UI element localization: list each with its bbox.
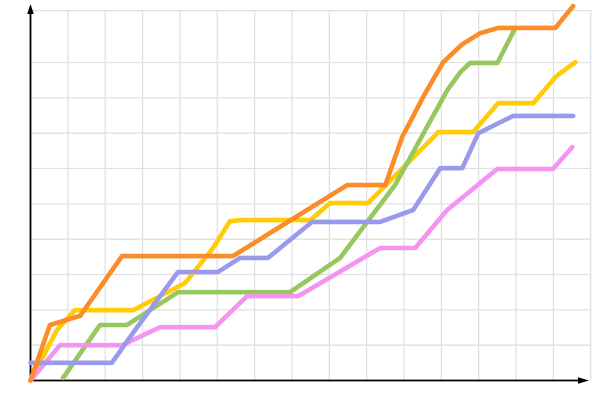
- x-axis-arrow-icon: [578, 377, 589, 384]
- series-line-yellow: [28, 59, 578, 383]
- series-line-orange: [28, 3, 576, 383]
- y-axis-arrow-icon: [27, 4, 34, 14]
- series-line-periwinkle: [28, 113, 576, 366]
